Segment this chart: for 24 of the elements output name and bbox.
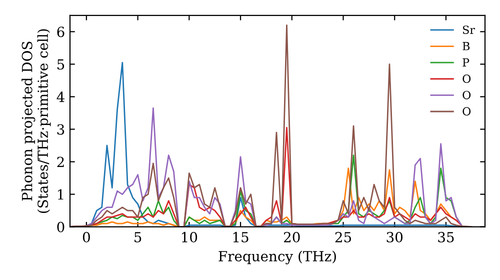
x-tick-label: 35 — [438, 232, 454, 242]
legend-label: B — [462, 42, 470, 50]
x-tick-label: 10 — [182, 232, 198, 242]
y-axis-title: Phonon projected DOS (States/THz·primitive cell) — [22, 29, 51, 213]
x-tick-label: 15 — [233, 232, 248, 242]
x-tick-label: 0 — [82, 232, 90, 242]
y-tick-label: 5 — [57, 59, 64, 70]
x-axis-title: Frequency (THz) — [218, 250, 336, 264]
y-tick-label: 0 — [57, 222, 64, 232]
y-tick-label: 1 — [58, 189, 64, 200]
line-series — [86, 107, 462, 227]
legend-label: P — [462, 58, 470, 66]
x-tick-label: 20 — [284, 232, 300, 242]
y-tick-label: 6 — [57, 26, 64, 38]
legend-label: O — [462, 107, 471, 116]
legend-label: Sr — [463, 26, 475, 34]
x-tick-label: 30 — [386, 232, 403, 242]
x-tick-label: 25 — [335, 232, 352, 242]
x-tick-label: 5 — [134, 232, 142, 242]
y-tick-label: 3 — [57, 124, 64, 135]
legend-label: O — [462, 74, 471, 83]
y-tick-label: 2 — [57, 156, 64, 168]
y-tick-label: 4 — [56, 92, 64, 102]
legend-label: O — [462, 90, 471, 100]
